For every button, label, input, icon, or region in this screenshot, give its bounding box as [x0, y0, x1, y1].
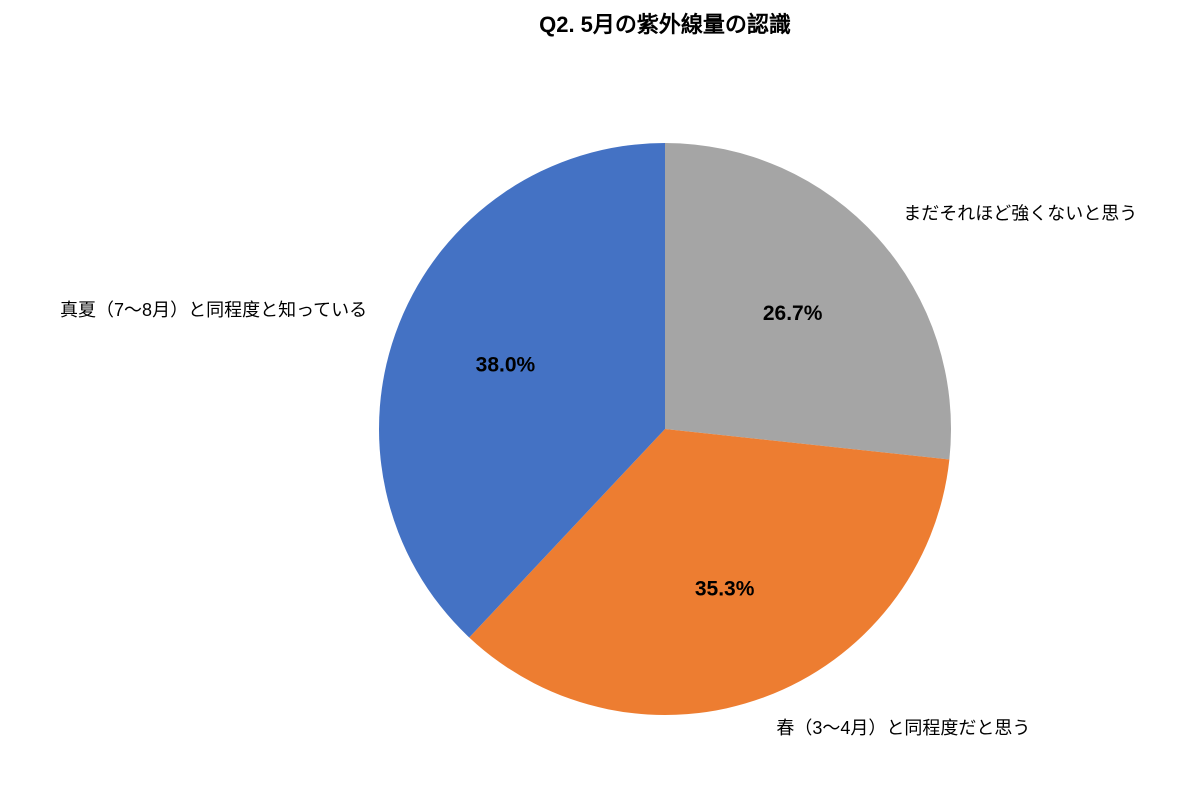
value-label: 38.0%: [476, 353, 536, 376]
value-label: 26.7%: [763, 302, 823, 325]
chart-title: Q2. 5月の紫外線量の認識: [539, 12, 791, 37]
category-label: 真夏（7〜8月）と同程度と知っている: [60, 300, 367, 320]
pie-slice: [469, 429, 950, 716]
pie-slice: [379, 143, 665, 638]
value-label: 35.3%: [695, 577, 755, 600]
pie-slice: [665, 143, 951, 460]
category-label: まだそれほど強くないと思う: [903, 204, 1137, 224]
category-label: 春（3〜4月）と同程度だと思う: [776, 718, 1030, 738]
